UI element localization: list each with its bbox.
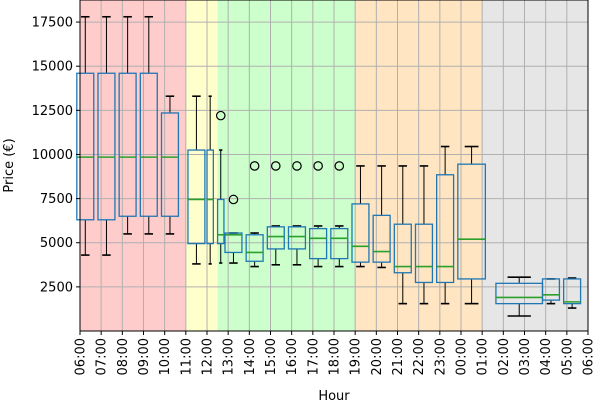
x-tick-label-2: 08:00 <box>116 338 131 375</box>
box-0 <box>76 15 95 256</box>
y-tick-label-1: 5000 <box>40 236 73 251</box>
box-22 <box>563 277 582 309</box>
box-12 <box>309 161 328 268</box>
box-body <box>224 232 243 254</box>
x-tick-label-1: 07:00 <box>95 338 110 375</box>
band-4 <box>482 0 588 331</box>
x-axis-label: Hour <box>318 389 350 404</box>
x-tick-label-8: 14:00 <box>243 338 258 375</box>
box-body <box>457 163 486 280</box>
y-tick-label-3: 10000 <box>32 148 73 163</box>
x-axis-ticks: 06:00 07:00 08:00 09:00 10:00 11:00 12:00 13:00… <box>74 331 594 375</box>
box-18 <box>436 145 455 305</box>
box-body <box>118 72 137 217</box>
box-7 <box>215 110 226 264</box>
y-tick-label-0: 2500 <box>40 280 73 295</box>
x-tick-label-7: 13:00 <box>222 338 237 375</box>
box-body <box>206 149 214 245</box>
box-16 <box>393 165 412 305</box>
box-body <box>330 227 349 260</box>
box-body <box>139 72 158 217</box>
band-2 <box>217 0 356 331</box>
flier-0 <box>334 161 345 171</box>
flier-0 <box>215 110 226 121</box>
x-tick-label-6: 12:00 <box>201 338 216 375</box>
x-tick-label-16: 22:00 <box>412 338 427 375</box>
y-tick-label-5: 15000 <box>32 60 73 75</box>
box-body <box>266 226 285 250</box>
x-tick-label-3: 09:00 <box>137 338 152 375</box>
x-tick-label-21: 03:00 <box>518 338 533 375</box>
box-body <box>309 227 328 260</box>
box-17 <box>414 165 434 305</box>
x-tick-label-13: 19:00 <box>349 338 364 375</box>
flier-0 <box>292 161 302 171</box>
band-0 <box>80 0 186 331</box>
box-body <box>372 214 391 263</box>
flier-0 <box>270 161 281 171</box>
grid-lines <box>79 0 589 331</box>
band-1 <box>185 0 218 331</box>
box-21 <box>541 278 561 305</box>
x-tick-label-18: 00:00 <box>455 338 470 375</box>
flier-0 <box>228 194 239 205</box>
x-tick-label-14: 20:00 <box>370 338 385 375</box>
box-body <box>76 72 95 221</box>
x-tick-label-15: 21:00 <box>391 338 406 375</box>
x-tick-label-24: 06:00 <box>582 338 594 375</box>
box-4 <box>160 95 180 235</box>
box-body <box>351 203 370 263</box>
box-body <box>287 226 307 250</box>
box-11 <box>287 161 307 266</box>
box-3 <box>139 15 158 235</box>
x-tick-label-17: 23:00 <box>433 338 448 375</box>
y-axis-ticks: 2500 5000 7500 10000 12500 15000 17500 <box>32 16 80 295</box>
x-tick-label-0: 06:00 <box>74 338 89 375</box>
box-body <box>245 234 264 262</box>
box-plots <box>76 15 582 317</box>
x-tick-label-20: 02:00 <box>497 338 512 375</box>
box-body <box>160 112 180 217</box>
y-tick-label-2: 7500 <box>40 192 73 207</box>
box-19 <box>457 145 486 305</box>
x-tick-label-5: 11:00 <box>179 338 194 375</box>
box-13 <box>330 161 349 268</box>
x-tick-label-19: 01:00 <box>476 338 491 375</box>
box-body <box>563 278 582 305</box>
x-tick-label-23: 05:00 <box>560 338 575 375</box>
box-15 <box>372 165 391 269</box>
box-10 <box>266 161 285 266</box>
box-5 <box>187 95 206 265</box>
box-8 <box>224 194 243 264</box>
box-body <box>414 223 434 284</box>
box-body <box>541 278 561 301</box>
x-tick-label-11: 17:00 <box>306 338 321 375</box>
box-body <box>187 149 206 245</box>
box-2 <box>118 15 137 235</box>
box-1 <box>97 15 116 256</box>
flier-0 <box>249 161 260 171</box>
x-tick-label-22: 04:00 <box>539 338 554 375</box>
box-body <box>97 72 116 221</box>
x-tick-label-12: 18:00 <box>328 338 343 375</box>
box-body <box>436 174 455 284</box>
box-body <box>216 198 225 245</box>
x-tick-label-10: 16:00 <box>285 338 300 375</box>
box-9 <box>245 161 264 268</box>
x-tick-label-4: 10:00 <box>158 338 173 375</box>
y-tick-label-4: 12500 <box>32 104 73 119</box>
x-tick-label-9: 15:00 <box>264 338 279 375</box>
flier-0 <box>313 161 323 171</box>
box-14 <box>351 165 370 268</box>
y-axis-label: Price (€) <box>2 138 17 192</box>
y-tick-label-6: 17500 <box>32 16 73 31</box>
box-body <box>393 223 412 274</box>
box-6 <box>206 95 214 265</box>
